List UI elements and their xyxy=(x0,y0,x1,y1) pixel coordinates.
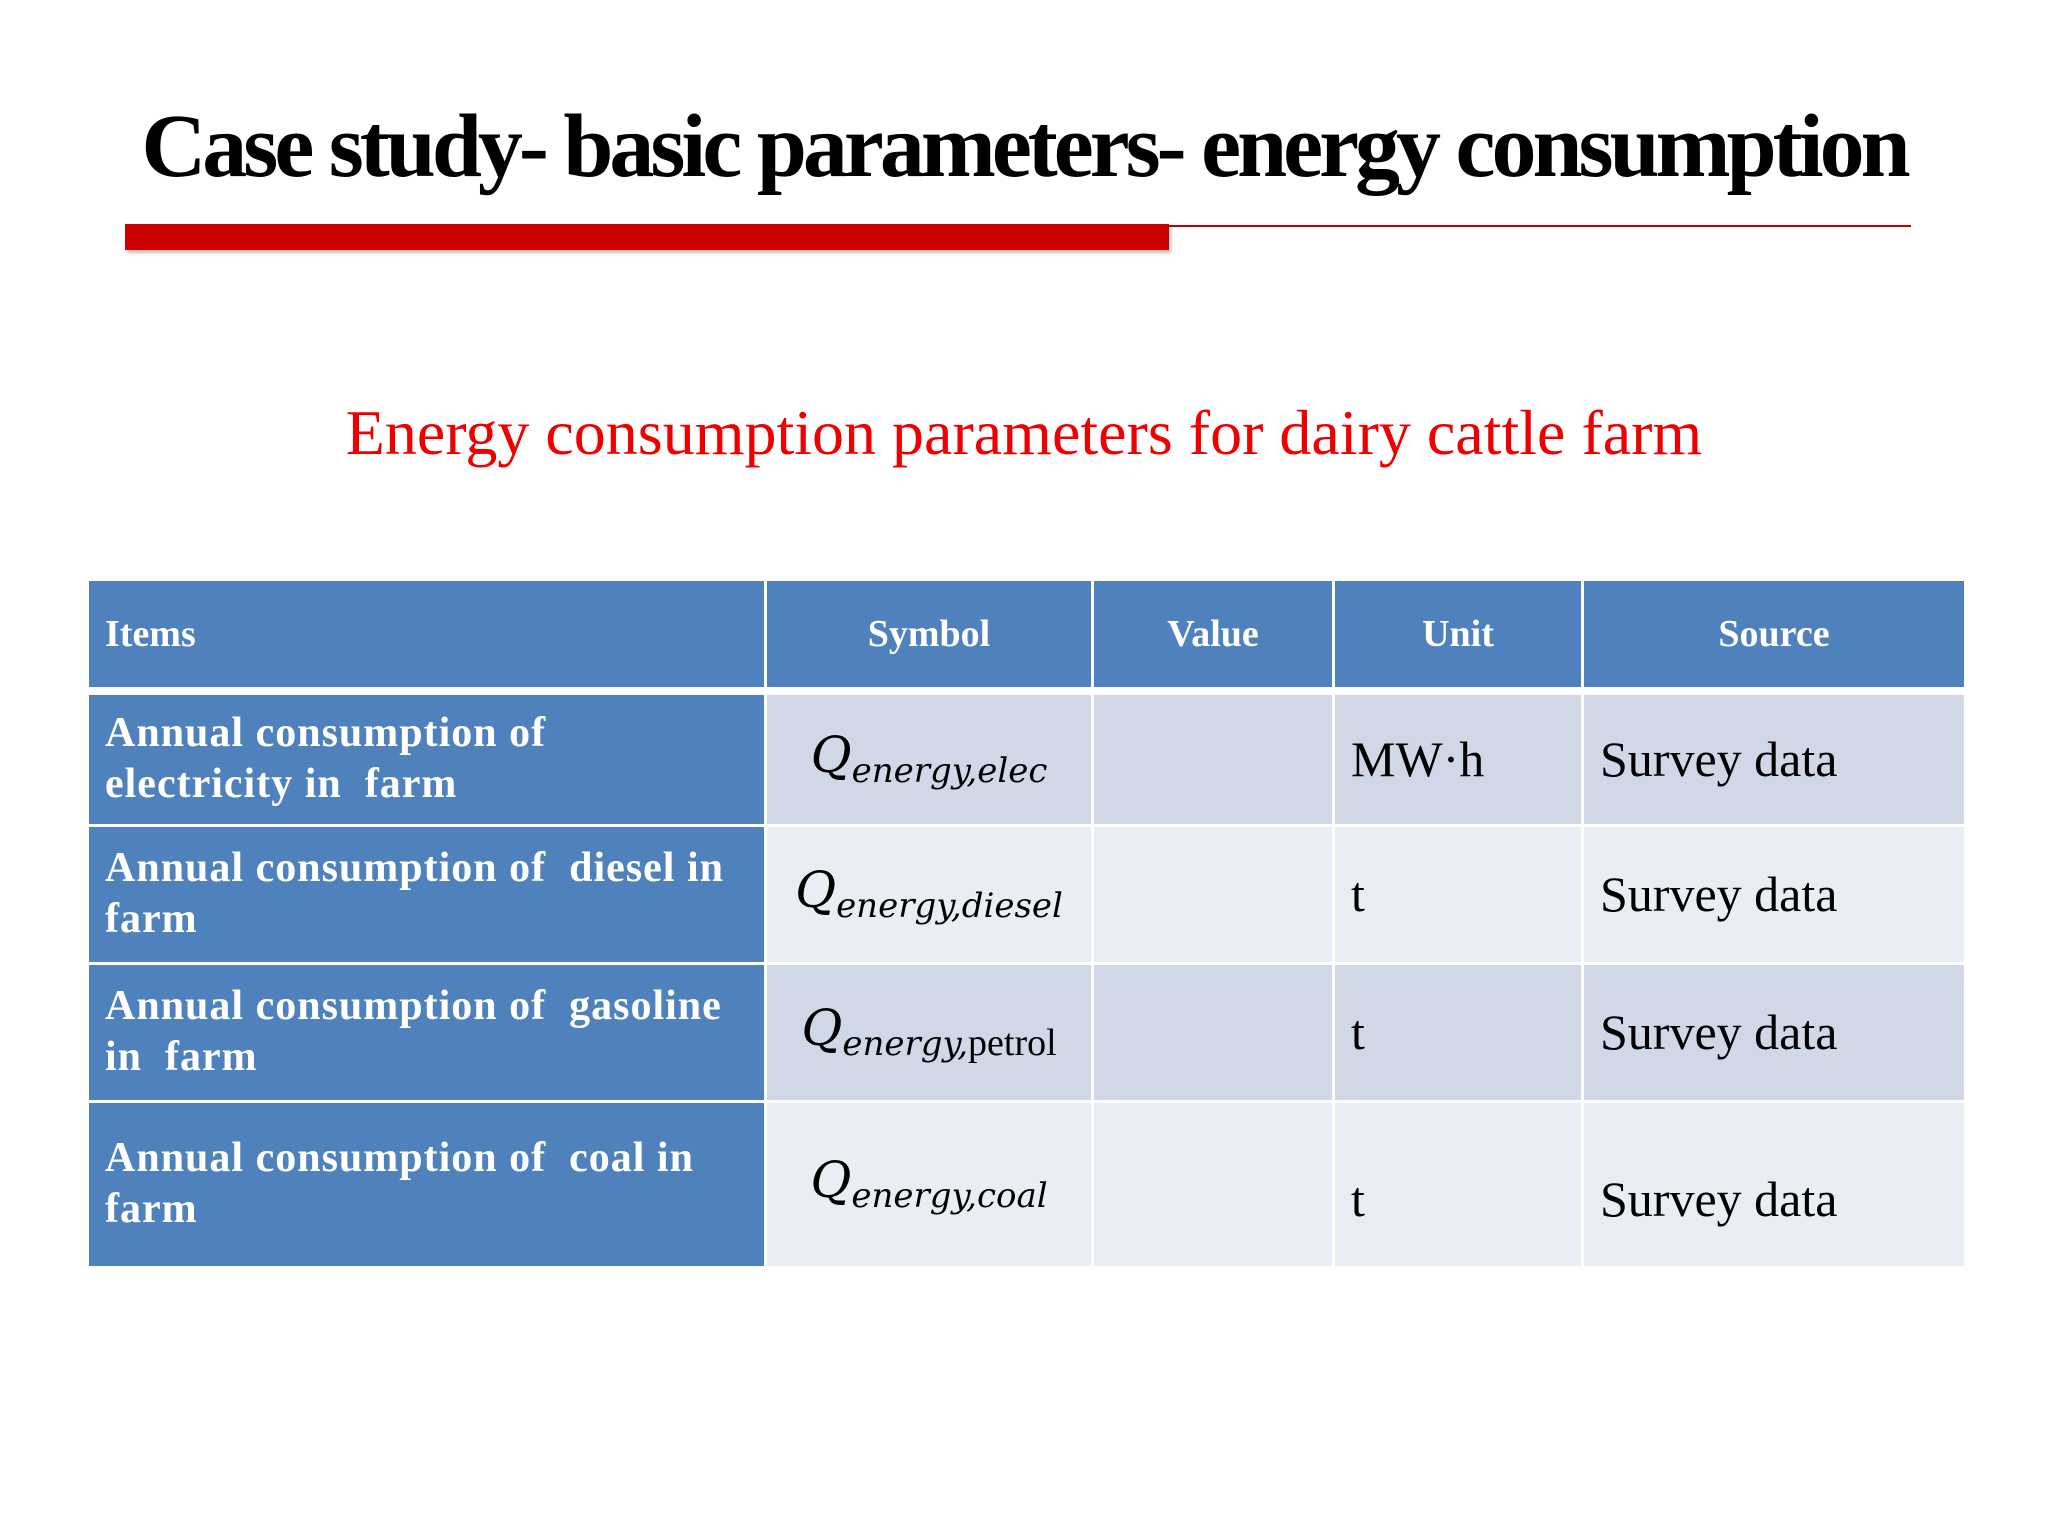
title-divider-line xyxy=(1169,225,1911,227)
value-cell xyxy=(1091,961,1335,1103)
symbol-subscript-italic: energy,coal xyxy=(851,1176,1048,1216)
symbol-subscript-upright: petrol xyxy=(968,1022,1057,1064)
value-cell xyxy=(1091,1099,1335,1269)
header-symbol: Symbol xyxy=(764,578,1094,693)
item-cell: Annual consumption of coal in farm xyxy=(86,1099,767,1269)
table-header-row: Items Symbol Value Unit Source xyxy=(86,578,1967,693)
symbol-cell: Qenergy,elec xyxy=(764,689,1094,827)
table-row: Annual consumption of electricity in far… xyxy=(86,689,1967,827)
symbol-cell: Qenergy,coal xyxy=(764,1099,1094,1269)
value-cell xyxy=(1091,689,1335,827)
header-value: Value xyxy=(1091,578,1335,693)
item-cell: Annual consumption of gasoline in farm xyxy=(86,961,767,1103)
symbol-subscript-italic: energy,elec xyxy=(851,751,1048,792)
symbol-subscript: energy,coal xyxy=(851,1176,1047,1216)
table-row: Annual consumption of gasoline in farm Q… xyxy=(86,961,1967,1103)
header-items: Items xyxy=(86,578,767,693)
header-unit: Unit xyxy=(1332,578,1584,693)
symbol-base: Q xyxy=(810,726,852,785)
symbol-base: Q xyxy=(810,1151,852,1209)
item-cell: Annual consumption of electricity in far… xyxy=(86,689,767,827)
symbol-base: Q xyxy=(801,999,843,1057)
value-cell xyxy=(1091,823,1335,965)
source-cell: Survey data xyxy=(1581,961,1967,1103)
table-row: Annual consumption of diesel in farm Qen… xyxy=(86,823,1967,965)
source-cell: Survey data xyxy=(1581,1099,1967,1269)
unit-cell: t xyxy=(1332,823,1584,965)
symbol-subscript-italic: energy, xyxy=(842,1024,969,1064)
table-caption: Energy consumption parameters for dairy … xyxy=(345,397,1703,468)
unit-cell: t xyxy=(1332,1099,1584,1269)
unit-cell: MW·h xyxy=(1332,689,1584,827)
source-cell: Survey data xyxy=(1581,823,1967,965)
unit-cell: t xyxy=(1332,961,1584,1103)
item-cell: Annual consumption of diesel in farm xyxy=(86,823,767,965)
parameters-table: Items Symbol Value Unit Source Annual co… xyxy=(86,578,1967,1269)
symbol-cell: Qenergy,petrol xyxy=(764,961,1094,1103)
symbol-subscript: energy,diesel xyxy=(836,886,1063,926)
symbol-subscript-italic: energy,diesel xyxy=(836,886,1063,926)
table-row: Annual consumption of coal in farm Qener… xyxy=(86,1099,1967,1269)
symbol-subscript: energy,petrol xyxy=(842,1022,1057,1064)
title-accent-bar xyxy=(125,224,1169,250)
symbol-base: Q xyxy=(795,861,837,919)
header-source: Source xyxy=(1581,578,1967,693)
symbol-cell: Qenergy,diesel xyxy=(764,823,1094,965)
slide-title: Case study- basic parameters- energy con… xyxy=(141,97,1910,196)
symbol-subscript: energy,elec xyxy=(852,751,1048,791)
source-cell: Survey data xyxy=(1581,689,1967,827)
